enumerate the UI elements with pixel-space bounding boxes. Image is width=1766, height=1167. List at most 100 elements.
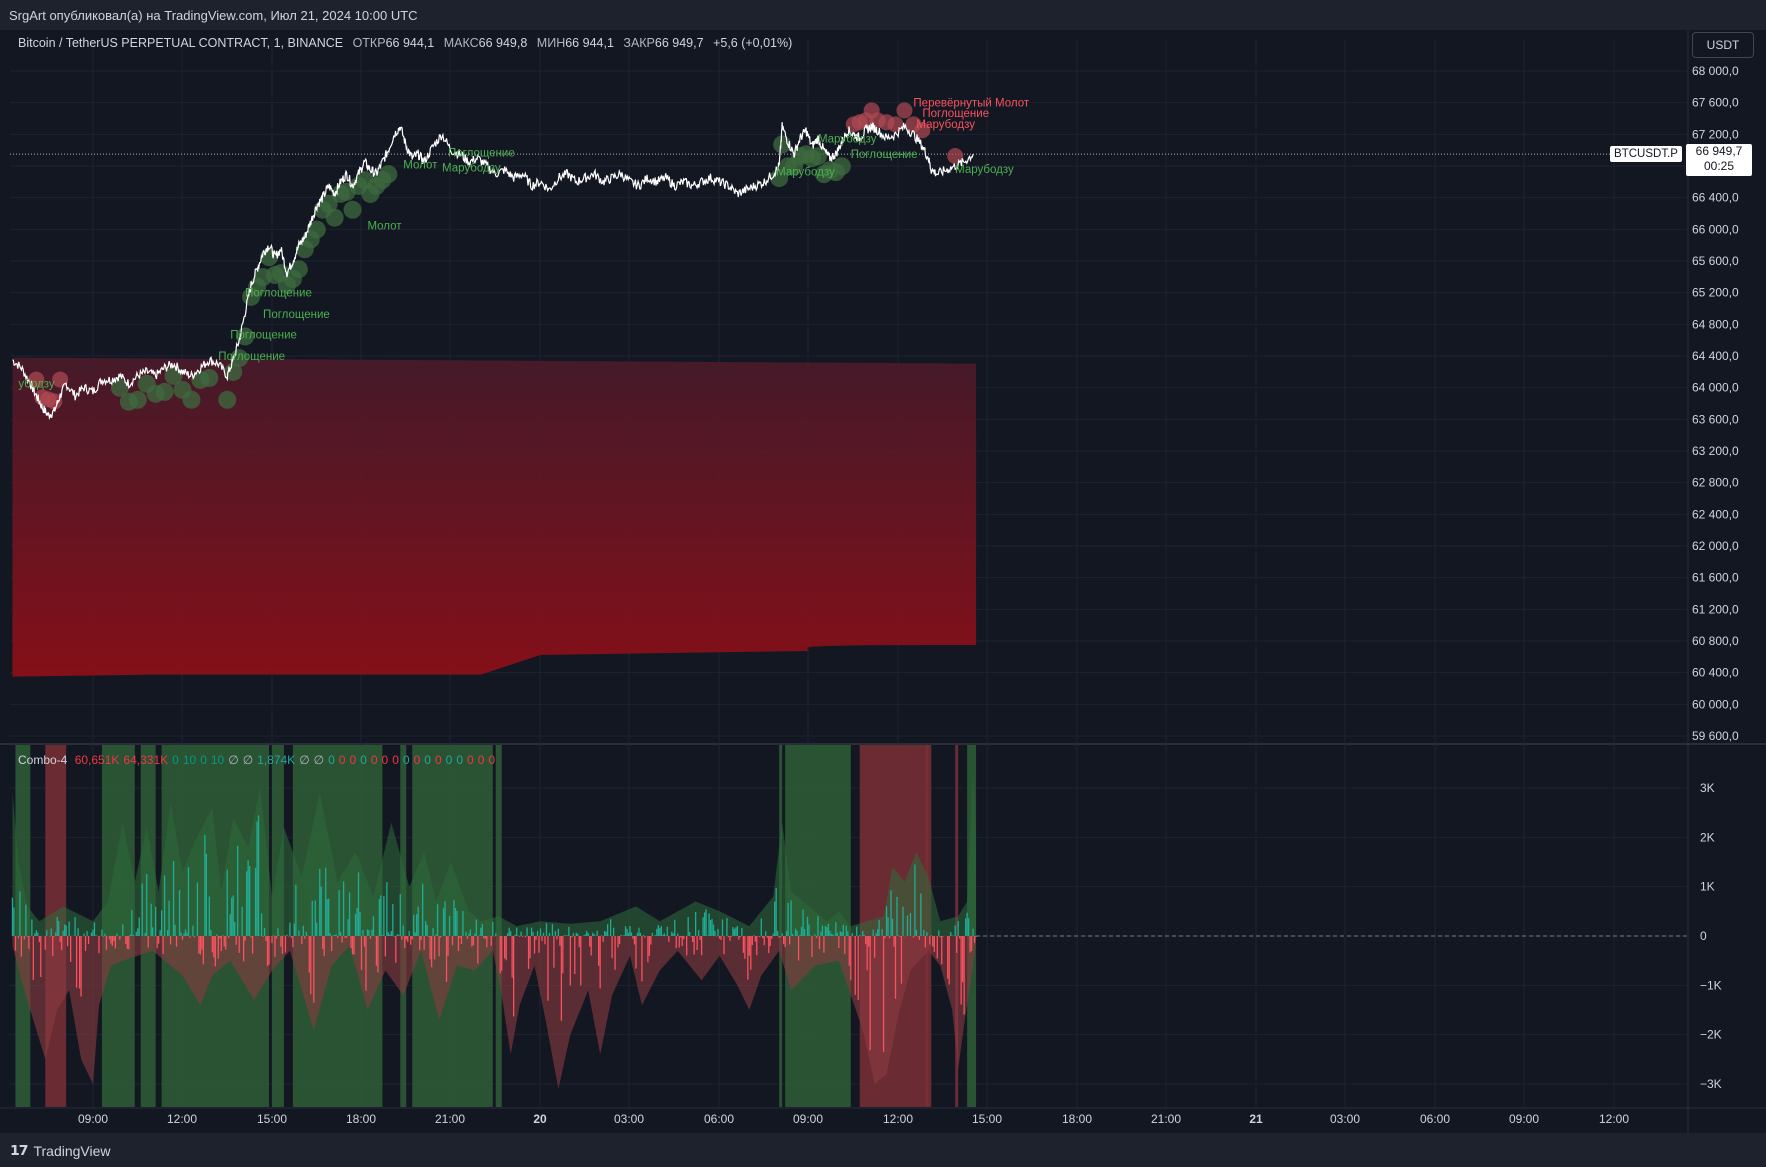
tradingview-logo[interactable]: 𝟭𝟳 TradingView — [10, 1142, 111, 1159]
time-tick-label: 06:00 — [1420, 1112, 1450, 1126]
pattern-label: Поглощение — [218, 351, 285, 363]
time-tick-label: 21 — [1249, 1112, 1263, 1126]
change-value: +5,6 (+0,01%) — [713, 36, 793, 50]
bear-pattern-marker — [896, 102, 913, 119]
indicator-values: 60,651K 64,331K 0 10 0 10 ∅ ∅ 1,874K ∅ ∅ 0 0 0 0 0 0 0 0 0 0… — [75, 753, 499, 767]
pattern-label: Перевёрнутый Молот — [913, 98, 1029, 110]
indicator-value: ∅ — [313, 753, 325, 767]
price-tick-label: 60 000,0 — [1692, 697, 1739, 711]
negative-delta-area — [12, 936, 977, 1089]
time-tick-label: 12:00 — [1599, 1112, 1629, 1126]
bull-pattern-marker — [832, 157, 851, 176]
pattern-label: Молот — [403, 159, 438, 171]
currency-selector[interactable]: USDT — [1692, 32, 1754, 58]
price-tick-label: 64 000,0 — [1692, 381, 1739, 395]
axes: 68 000,067 600,067 200,066 800,066 400,0… — [78, 64, 1739, 1126]
pattern-label: Марубодзу — [818, 133, 877, 145]
time-tick-label: 09:00 — [1509, 1112, 1539, 1126]
last-price: 66 949,7 — [1695, 144, 1743, 158]
indicator-value: 0 — [200, 753, 207, 767]
pattern-label: Марубодзу — [916, 119, 975, 131]
indicator-area — [11, 773, 977, 1089]
indicator-value: 60,651K — [74, 753, 120, 767]
bull-pattern-marker — [325, 208, 344, 227]
bull-pattern-marker — [200, 368, 219, 387]
positive-delta-area — [12, 773, 977, 936]
bull-pattern-marker — [289, 260, 308, 279]
time-tick-label: 18:00 — [346, 1112, 376, 1126]
indicator-value: 0 — [381, 753, 389, 767]
pattern-label: Поглощение — [922, 108, 989, 120]
indicator-tick-label: 1K — [1700, 880, 1715, 894]
pattern-markers — [28, 102, 964, 411]
indicator-legend[interactable]: Combo-4 60,651K 64,331K 0 10 0 10 ∅ ∅ 1,874K ∅ ∅ 0 0… — [18, 753, 503, 767]
bull-pattern-marker — [307, 220, 326, 239]
pattern-label: Поглощение — [851, 149, 918, 161]
time-tick-label: 15:00 — [257, 1112, 287, 1126]
time-tick-label: 03:00 — [614, 1112, 644, 1126]
time-tick-label: 03:00 — [1330, 1112, 1360, 1126]
bear-pattern-marker — [46, 393, 63, 410]
pattern-labels: Молот Поглощение Поглощение Поглощение Погло… — [18, 98, 1029, 391]
bar-countdown: 00:25 — [1703, 159, 1735, 173]
indicator-value: 0 — [424, 753, 431, 767]
chart-canvas[interactable]: Молот Поглощение Поглощение Поглощение Погло… — [0, 30, 1766, 1133]
price-tick-label: 62 000,0 — [1692, 539, 1739, 553]
bull-pattern-marker — [319, 194, 338, 213]
indicator-value: ∅ — [242, 753, 254, 767]
time-tick-label: 21:00 — [1151, 1112, 1181, 1126]
price-tick-label: 64 800,0 — [1692, 317, 1739, 331]
bull-pattern-marker — [155, 382, 174, 401]
indicator-value: 10 — [210, 753, 225, 767]
price-tick-label: 63 600,0 — [1692, 412, 1739, 426]
time-tick-label: 09:00 — [793, 1112, 823, 1126]
indicator-value: 0 — [328, 753, 335, 767]
indicator-value: 0 — [392, 753, 399, 767]
indicator-value: 10 — [182, 753, 197, 767]
indicator-tick-label: 0 — [1700, 929, 1707, 943]
price-tick-label: 67 600,0 — [1692, 96, 1739, 110]
time-tick-label: 18:00 — [1062, 1112, 1092, 1126]
indicator-value: 0 — [370, 753, 378, 767]
indicator-value: 0 — [413, 753, 421, 767]
price-tick-label: 59 600,0 — [1692, 729, 1739, 743]
indicator-tick-label: 3K — [1700, 781, 1715, 795]
bull-pattern-marker — [218, 390, 237, 409]
last-price-tag: 66 949,7 00:25 — [1686, 144, 1752, 176]
time-tick-label: 06:00 — [704, 1112, 734, 1126]
indicator-value: 0 — [360, 753, 367, 767]
low-label: МИН — [536, 36, 566, 50]
price-tick-label: 66 000,0 — [1692, 222, 1739, 236]
time-tick-label: 12:00 — [167, 1112, 197, 1126]
pattern-label: Марубодзу — [955, 164, 1014, 176]
indicator-tick-label: −3K — [1700, 1077, 1722, 1091]
footer-bar: 𝟭𝟳 TradingView — [0, 1133, 1766, 1167]
price-tick-label: 61 200,0 — [1692, 602, 1739, 616]
price-tick-label: 62 800,0 — [1692, 476, 1739, 490]
bear-pattern-marker — [887, 116, 904, 133]
low-value: 66 944,1 — [565, 36, 614, 50]
indicator-value: ∅ — [299, 753, 310, 767]
brand-name: TradingView — [33, 1142, 111, 1159]
bear-pattern-marker — [947, 148, 964, 164]
price-tick-label: 60 400,0 — [1692, 666, 1739, 680]
high-value: 66 949,8 — [478, 36, 528, 50]
price-tick-label: 64 400,0 — [1692, 349, 1739, 363]
time-tick-label: 21:00 — [435, 1112, 465, 1126]
indicator-value: 0 — [467, 753, 474, 767]
grid — [0, 30, 1766, 1133]
close-value: 66 949,7 — [654, 36, 704, 50]
publication-text: SrgArt опубликовал(а) на TradingView.com… — [9, 8, 418, 23]
indicator-value: 1,874K — [257, 753, 296, 767]
price-tick-label: 65 600,0 — [1692, 254, 1739, 268]
indicator-value: 0 — [338, 753, 346, 767]
bull-pattern-marker — [343, 200, 362, 219]
pattern-label: Поглощение — [263, 309, 330, 321]
price-tick-label: 67 200,0 — [1692, 127, 1739, 141]
price-tick-label: 60 800,0 — [1692, 634, 1739, 648]
bear-pattern-marker — [914, 122, 931, 139]
pattern-label: Марубодзу — [776, 167, 835, 179]
open-value: 66 944,1 — [385, 36, 435, 50]
pattern-label: Поглощение — [448, 148, 515, 160]
indicator-value: 64,331K — [123, 753, 169, 767]
